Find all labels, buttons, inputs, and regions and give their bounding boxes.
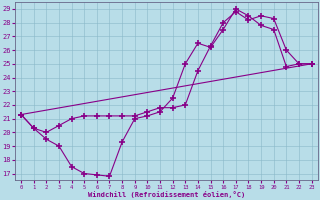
X-axis label: Windchill (Refroidissement éolien,°C): Windchill (Refroidissement éolien,°C) [88, 191, 245, 198]
